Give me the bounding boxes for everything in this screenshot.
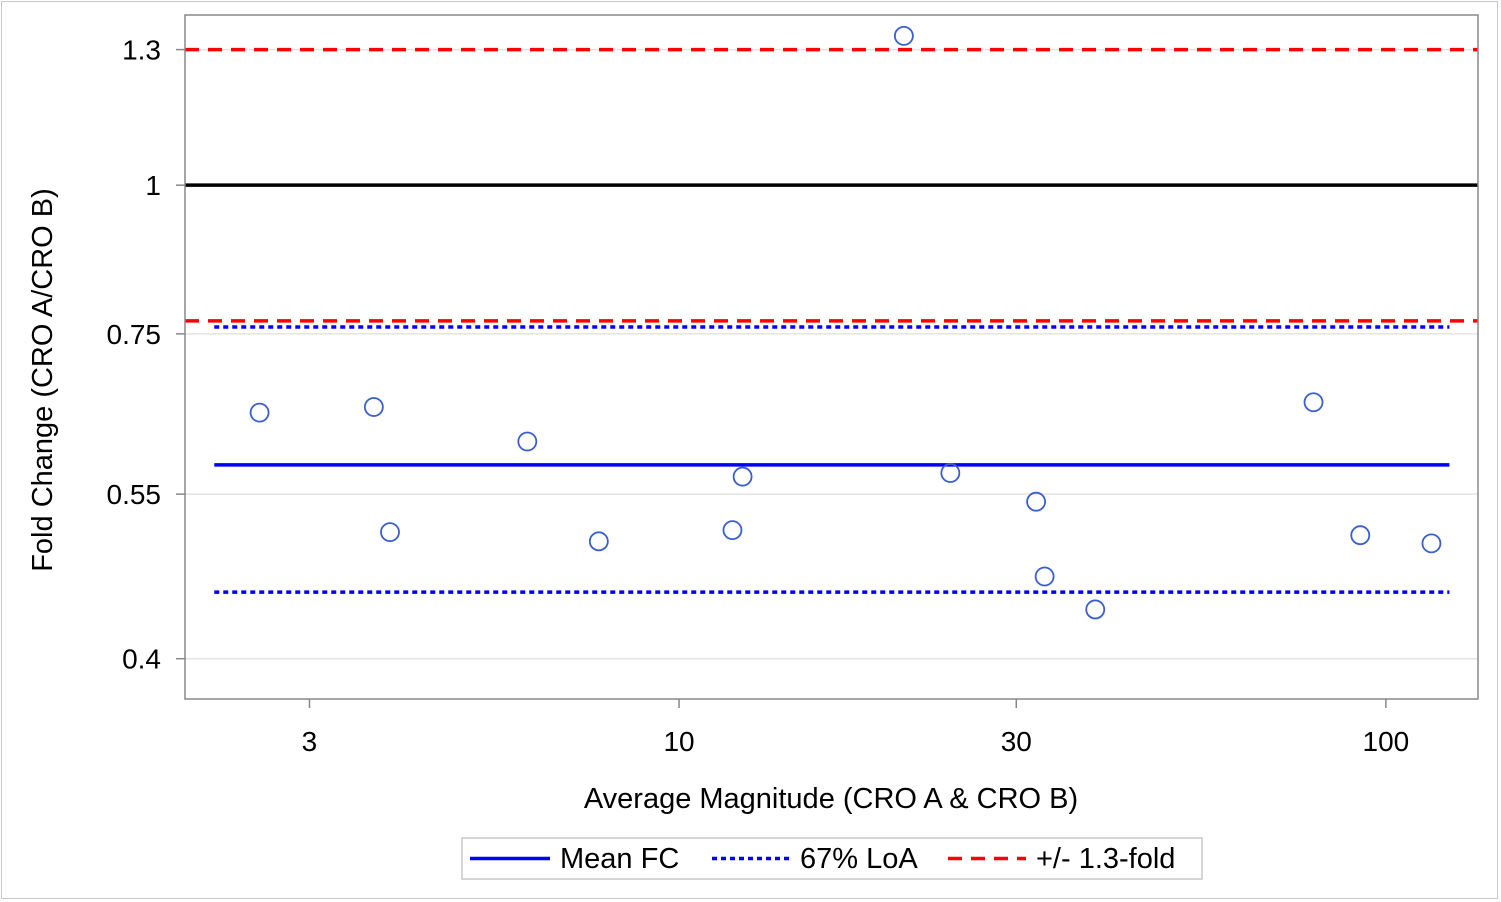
y-axis-title: Fold Change (CRO A/CRO B) xyxy=(27,188,59,572)
data-point-2 xyxy=(380,522,400,543)
data-point-9 xyxy=(1026,491,1047,512)
data-point-1 xyxy=(363,397,384,417)
data-point-4 xyxy=(588,531,609,552)
legend-label-loa: 67% LoA xyxy=(800,843,918,875)
plot-area-border xyxy=(184,14,1479,700)
data-point-13 xyxy=(1350,525,1371,546)
y-tick-label-4: 1.3 xyxy=(122,35,161,66)
x-tick-label-3: 100 xyxy=(1363,726,1410,757)
data-points xyxy=(249,25,1442,620)
y-axis: 0.4 0.55 0.75 1 1.3 xyxy=(107,35,185,675)
data-point-6 xyxy=(732,466,753,487)
x-axis-title: Average Magnitude (CRO A & CRO B) xyxy=(584,783,1078,815)
y-tick-label-3: 1 xyxy=(145,170,161,201)
legend: Mean FC 67% LoA +/- 1.3-fold xyxy=(461,837,1203,880)
legend-box xyxy=(461,837,1203,880)
data-point-10 xyxy=(1034,566,1055,587)
x-tick-label-1: 10 xyxy=(663,726,694,757)
data-point-14 xyxy=(1421,533,1442,554)
data-point-8 xyxy=(940,463,961,483)
data-point-3 xyxy=(517,431,538,452)
y-tick-label-0: 0.4 xyxy=(122,644,161,675)
x-tick-label-0: 3 xyxy=(302,726,318,757)
reference-lines xyxy=(185,47,1478,594)
y-tick-label-1: 0.55 xyxy=(107,479,162,510)
legend-label-fold-limit: +/- 1.3-fold xyxy=(1036,843,1175,875)
data-point-11 xyxy=(1085,599,1106,620)
grid-lines xyxy=(185,48,1478,660)
x-tick-label-2: 30 xyxy=(1001,726,1032,757)
x-axis: 3 10 30 100 xyxy=(302,699,1410,757)
data-point-0 xyxy=(249,402,270,423)
data-point-7 xyxy=(893,25,914,46)
legend-label-mean-fc: Mean FC xyxy=(560,843,679,875)
data-point-5 xyxy=(722,520,743,541)
y-tick-label-2: 0.75 xyxy=(107,319,162,350)
data-point-12 xyxy=(1303,392,1324,413)
